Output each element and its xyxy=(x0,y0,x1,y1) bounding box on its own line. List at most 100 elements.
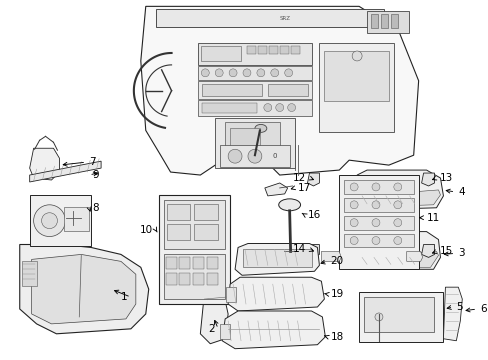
Circle shape xyxy=(228,149,242,163)
Bar xyxy=(344,180,413,194)
Circle shape xyxy=(247,149,261,163)
Polygon shape xyxy=(30,148,60,180)
Text: 1: 1 xyxy=(121,292,128,302)
Text: 0: 0 xyxy=(272,153,276,159)
Bar xyxy=(64,207,89,231)
Polygon shape xyxy=(360,190,440,207)
Bar xyxy=(198,81,312,99)
Bar xyxy=(166,224,190,239)
Bar xyxy=(21,261,37,286)
Bar xyxy=(198,100,312,116)
Circle shape xyxy=(264,104,271,112)
Text: 12: 12 xyxy=(293,173,306,183)
Bar xyxy=(243,249,312,267)
Text: 7: 7 xyxy=(89,157,96,167)
Circle shape xyxy=(371,183,379,191)
Text: 6: 6 xyxy=(479,304,486,314)
Bar xyxy=(366,11,408,33)
Text: 9: 9 xyxy=(92,170,99,180)
Bar xyxy=(215,118,294,168)
Text: 8: 8 xyxy=(92,203,99,213)
Polygon shape xyxy=(356,231,440,269)
Circle shape xyxy=(287,104,295,112)
Bar xyxy=(163,255,224,299)
Bar xyxy=(179,273,190,285)
Bar xyxy=(268,46,277,54)
Bar xyxy=(202,103,256,113)
Polygon shape xyxy=(264,183,287,196)
Bar xyxy=(290,46,299,54)
Circle shape xyxy=(374,313,382,321)
Circle shape xyxy=(351,51,361,61)
Bar xyxy=(364,297,433,332)
Bar xyxy=(158,195,230,304)
Polygon shape xyxy=(321,251,341,261)
Bar xyxy=(220,145,289,167)
Bar xyxy=(246,46,255,54)
Polygon shape xyxy=(20,244,148,334)
Bar xyxy=(319,43,393,132)
Bar xyxy=(166,204,190,220)
Polygon shape xyxy=(307,173,319,186)
Bar xyxy=(193,273,204,285)
Polygon shape xyxy=(406,251,422,261)
Bar xyxy=(344,216,413,230)
Circle shape xyxy=(215,69,223,77)
Bar xyxy=(201,46,241,61)
Text: 14: 14 xyxy=(293,244,306,255)
Polygon shape xyxy=(443,287,461,341)
Text: 11: 11 xyxy=(426,213,439,223)
Ellipse shape xyxy=(278,199,300,211)
Text: 16: 16 xyxy=(307,210,320,220)
Polygon shape xyxy=(360,251,438,267)
Bar xyxy=(339,175,418,269)
Polygon shape xyxy=(235,243,319,275)
Bar xyxy=(207,257,218,269)
Bar xyxy=(207,273,218,285)
Text: 18: 18 xyxy=(330,332,343,342)
Text: 15: 15 xyxy=(439,247,452,256)
Text: 5: 5 xyxy=(455,302,462,312)
Circle shape xyxy=(229,69,237,77)
Text: 13: 13 xyxy=(439,173,452,183)
Circle shape xyxy=(371,219,379,227)
Polygon shape xyxy=(141,6,418,175)
Text: 2: 2 xyxy=(208,324,215,334)
Bar xyxy=(163,200,224,249)
Bar xyxy=(324,51,388,100)
Bar xyxy=(193,257,204,269)
Bar xyxy=(370,14,377,28)
Circle shape xyxy=(275,104,283,112)
Circle shape xyxy=(393,237,401,244)
Ellipse shape xyxy=(254,125,266,132)
Bar xyxy=(194,224,218,239)
Polygon shape xyxy=(228,277,324,311)
Bar xyxy=(358,292,443,342)
Bar xyxy=(225,287,236,302)
Circle shape xyxy=(349,237,357,244)
Polygon shape xyxy=(307,244,319,257)
Text: 17: 17 xyxy=(297,183,310,193)
Polygon shape xyxy=(421,173,434,186)
Text: 19: 19 xyxy=(330,289,343,299)
Bar xyxy=(202,84,261,96)
Bar xyxy=(198,66,312,80)
Text: 10: 10 xyxy=(139,225,152,235)
Bar xyxy=(165,273,176,285)
Bar xyxy=(165,257,176,269)
Circle shape xyxy=(243,69,250,77)
Bar xyxy=(230,129,259,156)
Circle shape xyxy=(393,201,401,209)
Bar xyxy=(257,46,266,54)
Circle shape xyxy=(371,237,379,244)
Bar xyxy=(344,234,413,247)
Circle shape xyxy=(349,183,357,191)
Text: SRZ: SRZ xyxy=(279,16,289,21)
Circle shape xyxy=(371,201,379,209)
Circle shape xyxy=(41,213,57,229)
Bar xyxy=(279,46,288,54)
Polygon shape xyxy=(200,284,228,344)
Circle shape xyxy=(256,69,264,77)
Bar xyxy=(390,14,397,28)
Circle shape xyxy=(393,219,401,227)
